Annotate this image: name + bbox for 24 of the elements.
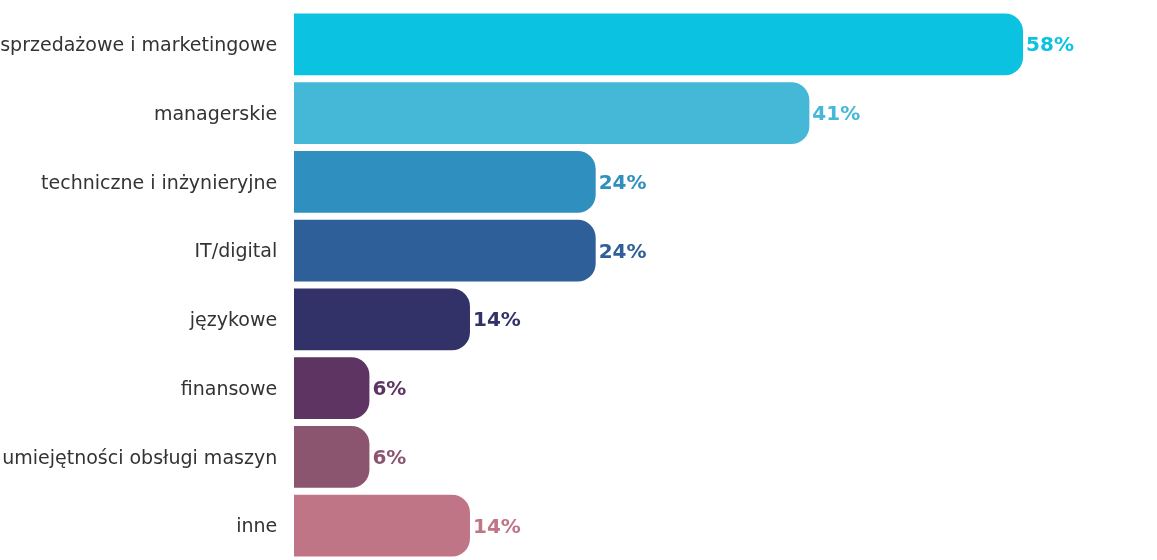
bar: [294, 494, 470, 557]
bar: [294, 357, 370, 420]
bar: [294, 150, 596, 213]
y-tick-label: IT/digital: [194, 239, 278, 262]
data-label: 6%: [372, 376, 407, 401]
y-tick-label: finansowe: [180, 376, 278, 399]
y-tick-label: inne: [236, 514, 278, 537]
y-tick-label: sprzedażowe i marketingowe: [0, 33, 278, 56]
bar: [294, 425, 370, 488]
data-label: 58%: [1026, 32, 1074, 57]
bar: [294, 288, 470, 351]
bar: [294, 13, 1024, 76]
data-label: 41%: [812, 101, 861, 126]
y-tick-label: umiejętności obsługi maszyn: [2, 445, 278, 468]
data-label: 14%: [472, 307, 521, 332]
data-label: 14%: [472, 513, 521, 538]
data-label: 6%: [372, 444, 407, 469]
data-label: 24%: [598, 169, 647, 194]
y-tick-label: językowe: [188, 308, 278, 331]
y-tick-label: techniczne i inżynieryjne: [41, 170, 278, 193]
bar: [294, 219, 596, 282]
data-label: 24%: [598, 238, 647, 263]
y-tick-label: managerskie: [153, 101, 278, 124]
bar: [294, 82, 810, 145]
